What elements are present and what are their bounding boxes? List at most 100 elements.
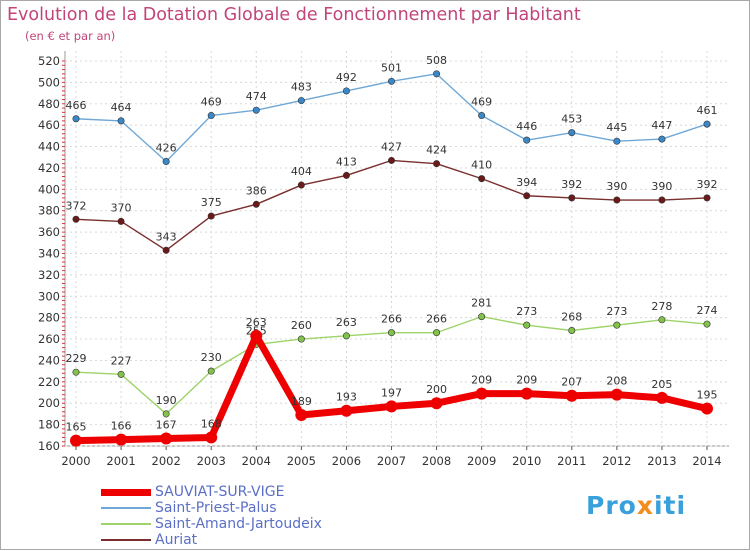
data-point: [72, 368, 80, 376]
data-label: 193: [336, 391, 357, 404]
data-label: 281: [471, 297, 492, 310]
data-point: [478, 175, 486, 183]
data-label: 386: [246, 184, 267, 197]
x-tick-label: 2014: [692, 454, 721, 468]
data-label: 390: [606, 180, 627, 193]
data-point: [658, 135, 666, 143]
proxiti-logo: Proxiti: [586, 491, 686, 520]
data-point: [523, 321, 531, 329]
data-label: 278: [651, 300, 672, 313]
logo-part-1: Pro: [586, 491, 637, 520]
data-label: 446: [516, 120, 537, 133]
data-point: [433, 70, 441, 78]
data-point: [387, 156, 395, 164]
data-point: [252, 200, 260, 208]
data-point: [565, 389, 578, 402]
chart-title: Evolution de la Dotation Globale de Fonc…: [7, 5, 581, 25]
data-point: [117, 370, 125, 378]
data-point: [658, 316, 666, 324]
data-point: [433, 160, 441, 168]
data-label: 168: [201, 417, 222, 430]
x-tick-label: 2003: [197, 454, 226, 468]
data-point: [703, 120, 711, 128]
data-label: 469: [201, 96, 222, 109]
x-tick-label: 2007: [377, 454, 406, 468]
x-tick-label: 2011: [557, 454, 586, 468]
data-point: [117, 217, 125, 225]
data-label: 268: [561, 311, 582, 324]
data-label: 410: [471, 159, 492, 172]
y-tick-label: 460: [38, 118, 60, 132]
y-tick-label: 440: [38, 140, 60, 154]
data-point: [340, 404, 353, 417]
data-point: [250, 329, 263, 342]
data-point: [387, 329, 395, 337]
data-label: 207: [561, 376, 582, 389]
data-label: 492: [336, 71, 357, 84]
y-tick-label: 500: [38, 75, 60, 89]
data-point: [478, 112, 486, 120]
data-label: 209: [516, 374, 537, 387]
data-point: [658, 196, 666, 204]
legend-swatch: [101, 507, 151, 509]
data-point: [701, 402, 713, 415]
data-point: [430, 397, 443, 410]
data-label: 370: [111, 201, 132, 214]
data-label: 394: [516, 176, 537, 189]
data-label: 413: [336, 155, 357, 168]
y-tick-label: 320: [38, 268, 60, 282]
data-point: [297, 97, 305, 105]
data-label: 464: [111, 101, 132, 114]
data-point: [613, 137, 621, 145]
y-tick-label: 180: [38, 418, 60, 432]
y-tick-label: 360: [38, 225, 60, 239]
data-point: [295, 408, 308, 421]
data-label: 343: [156, 230, 177, 243]
data-label: 372: [66, 199, 87, 212]
data-label: 474: [246, 90, 267, 103]
data-label: 392: [561, 178, 582, 191]
data-label: 453: [561, 113, 582, 126]
data-point: [610, 388, 623, 401]
data-point: [207, 212, 215, 220]
data-label: 427: [381, 140, 402, 153]
chart-subtitle: (en € et par an): [25, 29, 116, 43]
data-label: 263: [246, 316, 267, 329]
y-tick-label: 520: [38, 54, 60, 68]
data-label: 165: [66, 421, 87, 434]
data-point: [72, 215, 80, 223]
data-label: 166: [111, 420, 132, 433]
data-label: 447: [651, 119, 672, 132]
data-label: 197: [381, 386, 402, 399]
data-label: 461: [697, 104, 718, 117]
y-tick-label: 300: [38, 289, 60, 303]
data-label: 392: [697, 178, 718, 191]
data-label: 483: [291, 81, 312, 94]
data-point: [162, 246, 170, 254]
data-point: [207, 367, 215, 375]
data-label: 200: [426, 383, 447, 396]
x-tick-label: 2001: [106, 454, 135, 468]
legend-label: Saint-Amand-Jartoudeix: [155, 516, 322, 532]
data-label: 466: [66, 99, 87, 112]
data-point: [568, 194, 576, 202]
data-label: 230: [201, 351, 222, 364]
data-point: [342, 87, 350, 95]
data-point: [385, 400, 398, 413]
data-point: [520, 387, 533, 400]
data-point: [613, 196, 621, 204]
data-label: 273: [606, 305, 627, 318]
y-tick-label: 160: [38, 439, 60, 453]
legend-swatch: [101, 539, 151, 541]
logo-part-2: x: [636, 491, 654, 520]
data-point: [568, 326, 576, 334]
data-label: 208: [606, 375, 627, 388]
data-point: [160, 432, 173, 445]
x-tick-label: 2005: [287, 454, 316, 468]
x-tick-label: 2008: [422, 454, 451, 468]
data-point: [162, 158, 170, 166]
data-point: [207, 112, 215, 120]
x-tick-label: 2000: [61, 454, 90, 468]
